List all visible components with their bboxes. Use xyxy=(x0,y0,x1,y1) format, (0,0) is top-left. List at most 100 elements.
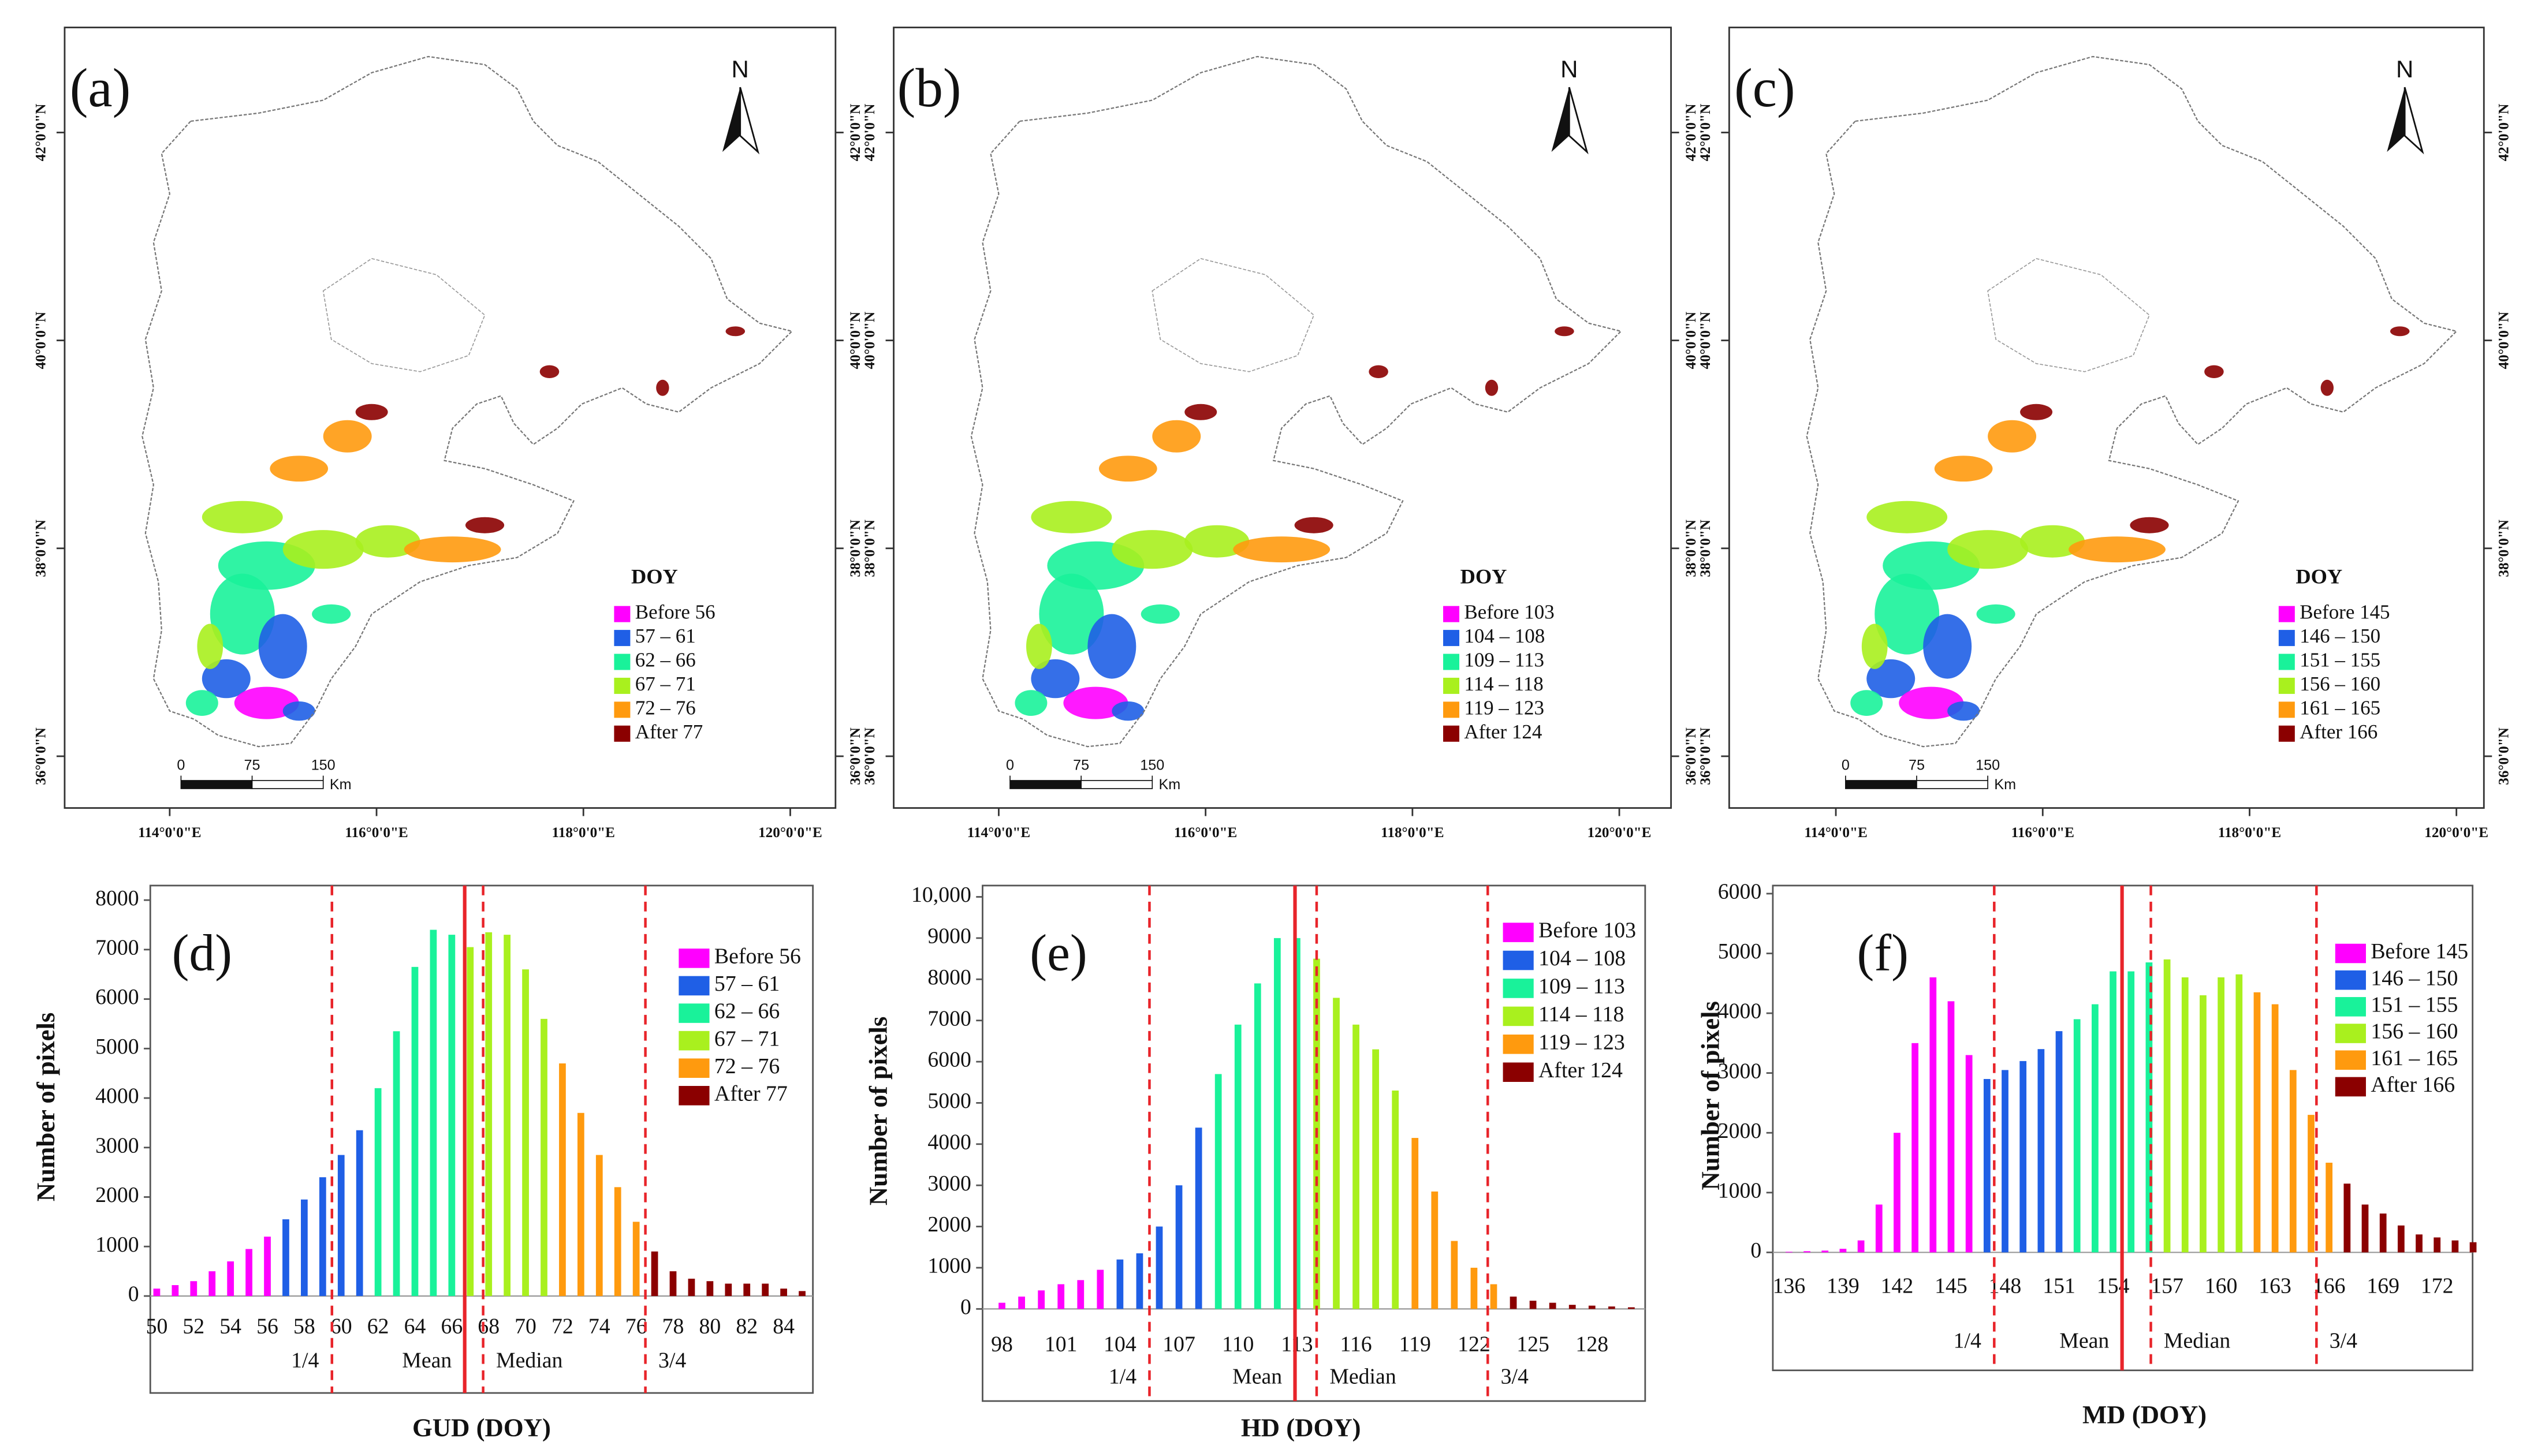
bar xyxy=(1411,1138,1419,1309)
legend-swatch xyxy=(1503,979,1534,998)
phenology-patch xyxy=(355,404,388,420)
north-arrow-left xyxy=(2387,87,2405,152)
legend-swatch xyxy=(1503,1006,1534,1026)
y-tick-label: 6000 xyxy=(927,1048,971,1072)
bar xyxy=(2073,1019,2081,1253)
bar xyxy=(614,1187,621,1296)
bar xyxy=(1431,1191,1439,1309)
phenology-patch xyxy=(1934,456,1993,482)
north-arrow-right xyxy=(2403,87,2424,155)
legend-title: DOY xyxy=(631,565,678,588)
bar xyxy=(762,1283,769,1296)
north-label: N xyxy=(2396,55,2413,83)
phenology-patch xyxy=(282,701,315,721)
north-label: N xyxy=(732,55,749,83)
x-tick-label: 84 xyxy=(773,1315,795,1339)
legend-label: 62 – 66 xyxy=(635,649,696,671)
bar xyxy=(467,947,474,1296)
legend-swatch xyxy=(2278,606,2295,622)
bar xyxy=(2037,1049,2045,1253)
legend-label: 161 – 165 xyxy=(2371,1046,2458,1070)
bar xyxy=(1057,1284,1065,1309)
bar xyxy=(595,1155,603,1296)
map-panel: 114°0'0"E 116°0'0"E 118°0'0"E 120°0'0"E 42°0… xyxy=(862,27,1699,841)
legend-label: After 124 xyxy=(1538,1058,1623,1082)
lat-tick-label: 38°0'0"N xyxy=(1683,520,1699,577)
reference-label: 1/4 xyxy=(291,1348,319,1372)
x-tick-label: 119 xyxy=(1399,1332,1431,1356)
bar xyxy=(2163,959,2171,1253)
region-outline-inner xyxy=(1152,257,1315,372)
legend-swatch xyxy=(614,725,631,742)
reference-label: 1/4 xyxy=(1954,1329,1981,1353)
bar xyxy=(1077,1280,1085,1309)
legend-swatch xyxy=(679,976,710,996)
bar xyxy=(1857,1240,1865,1253)
bar xyxy=(2181,977,2189,1253)
x-tick-label: 80 xyxy=(699,1315,721,1339)
y-axis-title: Number of pixels xyxy=(1696,1001,1725,1190)
phenology-patch xyxy=(404,536,501,563)
legend-label: Before 56 xyxy=(635,601,716,624)
phenology-patch xyxy=(323,420,372,453)
bar xyxy=(1965,1055,1973,1253)
bar xyxy=(1588,1305,1596,1309)
x-tick-label: 139 xyxy=(1827,1274,1859,1298)
lat-tick-label: 42°0'0"N xyxy=(33,104,49,162)
bar xyxy=(1894,1133,1900,1253)
y-tick-label: 7000 xyxy=(95,935,139,960)
panel-label: (f) xyxy=(1857,924,1908,981)
bar xyxy=(2308,1115,2315,1253)
x-tick-label: 116 xyxy=(1340,1332,1372,1356)
scale-bar-black xyxy=(180,780,253,789)
bar xyxy=(2289,1070,2297,1253)
legend-label: 72 – 76 xyxy=(635,696,696,719)
bar xyxy=(208,1271,216,1296)
plot-frame xyxy=(149,884,814,1394)
scale-bar-white xyxy=(1916,780,1988,789)
legend-swatch xyxy=(1443,701,1460,718)
bar xyxy=(2218,977,2224,1253)
legend-swatch xyxy=(2335,1024,2366,1043)
phenology-patch xyxy=(202,659,251,699)
bar xyxy=(1214,1074,1222,1309)
y-tick-label: 8000 xyxy=(927,965,971,990)
phenology-patch xyxy=(197,624,223,669)
lon-tick-label: 120°0'0"E xyxy=(758,825,822,841)
phenology-patch xyxy=(1184,404,1217,420)
scale-tick-label: 0 xyxy=(177,757,185,773)
reference-label: 3/4 xyxy=(1501,1364,1529,1388)
scale-tick-label: 0 xyxy=(1006,757,1014,773)
bar xyxy=(301,1199,308,1296)
x-tick-label: 110 xyxy=(1222,1332,1254,1356)
y-tick-label: 4000 xyxy=(927,1130,971,1154)
phenology-patch xyxy=(1947,530,2029,569)
bar xyxy=(1911,1043,1919,1253)
phenology-patch xyxy=(1112,701,1145,721)
phenology-patch xyxy=(1152,420,1201,453)
bar xyxy=(1195,1128,1202,1309)
x-tick-label: 60 xyxy=(330,1315,352,1339)
phenology-patch xyxy=(2320,379,2334,396)
legend-label: 119 – 123 xyxy=(1538,1030,1625,1054)
bar xyxy=(153,1289,161,1296)
bar xyxy=(1490,1284,1497,1309)
region-outline-inner xyxy=(1987,257,2150,372)
y-tick-label: 7000 xyxy=(927,1006,971,1031)
scale-tick-label: 150 xyxy=(1976,757,2000,773)
bar xyxy=(1470,1267,1478,1309)
bar xyxy=(1116,1259,1124,1309)
bar xyxy=(541,1018,547,1296)
y-tick-label: 3000 xyxy=(95,1133,139,1158)
bar xyxy=(1510,1296,1517,1309)
phenology-patch xyxy=(1031,501,1112,533)
legend-label: 104 – 108 xyxy=(1538,946,1626,970)
phenology-patch xyxy=(725,326,746,337)
phenology-patch xyxy=(1875,573,1940,655)
bar xyxy=(1175,1185,1183,1309)
map-frame xyxy=(1728,27,2485,809)
y-tick-label: 0 xyxy=(1750,1238,1761,1263)
bar xyxy=(1294,938,1300,1309)
bar xyxy=(1529,1301,1537,1309)
bar xyxy=(282,1219,289,1296)
